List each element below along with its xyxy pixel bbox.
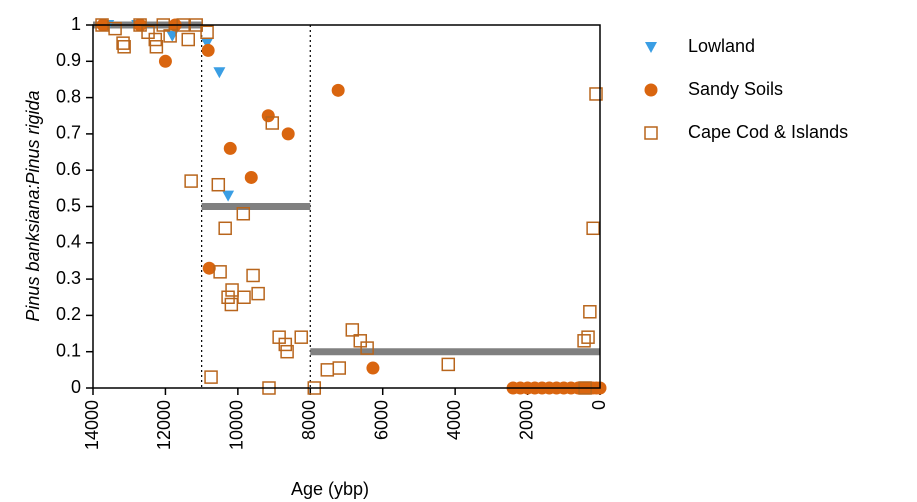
y-tick-label: 0.5 [56, 195, 81, 215]
data-point [163, 29, 177, 43]
data-point [281, 127, 295, 141]
data-point [218, 221, 232, 236]
data-point [237, 290, 251, 304]
data-point [246, 268, 260, 283]
data-point [353, 334, 368, 348]
data-point [581, 330, 595, 344]
data-point [181, 32, 195, 47]
data-point [148, 32, 163, 47]
data-point [117, 40, 131, 54]
y-tick-label: 0.7 [56, 123, 81, 143]
data-point [184, 174, 198, 188]
x-tick-label: 8000 [299, 400, 319, 440]
data-point [141, 25, 155, 40]
y-tick-label: 0.4 [56, 232, 81, 252]
data-point [331, 83, 345, 97]
y-tick-label: 0.2 [56, 304, 81, 324]
y-tick-label: 0.8 [56, 86, 81, 106]
data-point [224, 297, 239, 312]
data-point [345, 323, 360, 337]
data-point [589, 87, 603, 101]
plot-frame [92, 24, 601, 389]
data-point [166, 30, 179, 42]
data-point [213, 265, 227, 279]
y-tick-label: 0 [71, 377, 81, 397]
y-tick-label: 1 [71, 14, 81, 34]
x-tick-label: 10000 [227, 400, 247, 450]
x-tick-label: 2000 [516, 400, 536, 440]
y-tick-label: 0.6 [56, 159, 81, 179]
y-tick-label: 0.3 [56, 268, 81, 288]
data-point [201, 38, 214, 50]
data-point [366, 361, 380, 375]
data-point [221, 290, 235, 304]
x-tick-label: 4000 [444, 400, 464, 440]
data-point [149, 40, 164, 54]
data-point [577, 334, 591, 348]
x-tick-label: 12000 [154, 400, 174, 450]
data-point [261, 109, 275, 123]
legend-label: Sandy Soils [688, 79, 783, 99]
legend-marker [644, 83, 658, 97]
legend-marker [645, 42, 657, 53]
data-point [200, 25, 214, 40]
legend-label: Lowland [688, 36, 755, 56]
data-point [586, 221, 600, 236]
x-axis-label: Age (ybp) [291, 479, 369, 499]
data-point [236, 207, 251, 221]
data-point [294, 330, 308, 344]
data-point [441, 357, 456, 372]
data-point [223, 141, 237, 155]
data-point [225, 283, 239, 297]
data-point [202, 261, 216, 275]
data-point [278, 337, 293, 352]
data-point [158, 54, 172, 68]
data-point [332, 361, 347, 375]
data-point [265, 116, 280, 130]
y-tick-label: 0.1 [56, 340, 81, 360]
data-point [244, 170, 258, 184]
data-point [108, 21, 122, 36]
data-point [360, 341, 374, 355]
data-point [320, 363, 335, 377]
x-tick-label: 0 [589, 400, 609, 410]
data-point [583, 305, 597, 319]
data-point [201, 43, 215, 57]
data-point [204, 370, 218, 384]
legend-marker [644, 126, 658, 140]
y-tick-label: 0.9 [56, 50, 81, 70]
data-point [222, 190, 235, 202]
x-tick-label: 14000 [82, 400, 102, 450]
data-point [251, 286, 265, 301]
legend-label: Cape Cod & Islands [688, 122, 848, 142]
data-point [116, 36, 130, 50]
data-point [213, 67, 226, 79]
x-tick-label: 6000 [371, 400, 391, 440]
data-point [280, 344, 294, 359]
y-axis-label: Pinus banksiana:Pinus rigida [23, 90, 43, 321]
data-point [211, 177, 226, 192]
